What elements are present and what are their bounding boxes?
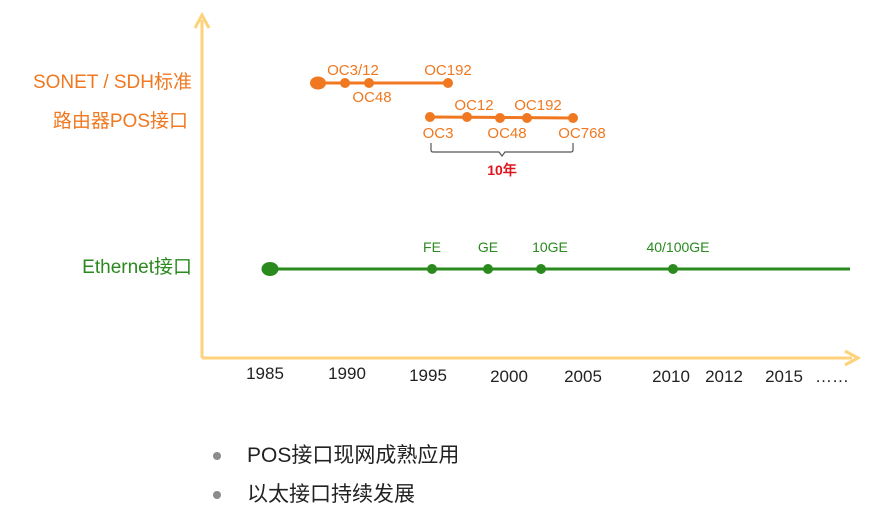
milestone-oc192-2-dot — [522, 113, 532, 123]
milestone-40-100ge-dot — [668, 264, 678, 274]
year-label: 2005 — [564, 367, 602, 386]
year-label: 2000 — [490, 367, 528, 386]
milestone-oc3-dot — [425, 112, 435, 122]
sonet-label: SONET / SDH标准 — [33, 71, 192, 93]
year-label: 1995 — [409, 366, 447, 385]
span-label: 10年 — [487, 162, 517, 178]
bullet-item: POS接口现网成熟应用 — [247, 444, 459, 467]
milestone-fe-dot — [427, 264, 437, 274]
milestone-fe-label: FE — [423, 239, 441, 255]
ethernet-track: FE GE 10GE 40/100GE — [261, 239, 850, 276]
year-label: 1985 — [246, 364, 284, 383]
year-label-ellipsis: …… — [815, 367, 849, 386]
milestone-oc12-dot — [462, 112, 472, 122]
year-label: 2015 — [765, 367, 803, 386]
x-axis-arrow — [844, 349, 862, 367]
milestone-10ge-dot — [536, 264, 546, 274]
bullet-list: POS接口现网成熟应用 以太接口持续发展 — [213, 444, 459, 506]
milestone-oc768-dot — [568, 113, 578, 123]
milestone-ge-label: GE — [478, 239, 498, 255]
pos-track-2: OC3 OC12 OC48 OC192 OC768 — [423, 97, 606, 142]
bullet-item: 以太接口持续发展 — [247, 483, 415, 506]
milestone-oc3-12-label: OC3/12 — [327, 62, 379, 79]
milestone-oc192-label: OC192 — [424, 62, 472, 79]
milestone-oc3-12-dot — [340, 78, 350, 88]
ethernet-start-dot — [261, 262, 279, 276]
bullet-dot — [213, 452, 221, 460]
year-labels: 1985 1990 1995 2000 2005 2010 2012 2015 … — [246, 364, 849, 386]
pos-label: 路由器POS接口 — [53, 110, 188, 132]
milestone-oc48-label: OC48 — [352, 89, 391, 106]
milestone-oc192-dot — [443, 78, 453, 88]
milestone-oc12-label: OC12 — [454, 97, 493, 114]
milestone-oc48-2-label: OC48 — [487, 125, 526, 142]
year-label: 2010 — [652, 367, 690, 386]
pos-track-1-start-dot — [310, 76, 326, 90]
milestone-oc192-2-label: OC192 — [514, 97, 562, 114]
year-label: 2012 — [705, 367, 743, 386]
milestone-oc768-label: OC768 — [558, 125, 606, 142]
ethernet-label: Ethernet接口 — [82, 256, 192, 278]
milestone-40-100ge-label: 40/100GE — [646, 239, 709, 255]
milestone-oc3-label: OC3 — [423, 125, 454, 142]
milestone-oc48-2-dot — [495, 113, 505, 123]
year-label: 1990 — [328, 364, 366, 383]
milestone-oc48-dot — [364, 78, 374, 88]
milestone-10ge-label: 10GE — [532, 239, 568, 255]
bullet-dot — [213, 491, 221, 499]
ten-year-brace: 10年 — [430, 143, 574, 178]
milestone-ge-dot — [483, 264, 493, 274]
brace-shape — [430, 143, 574, 157]
y-axis-arrow — [193, 11, 211, 29]
axes — [193, 11, 862, 367]
pos-track-1: OC3/12 OC48 OC192 — [310, 62, 472, 106]
